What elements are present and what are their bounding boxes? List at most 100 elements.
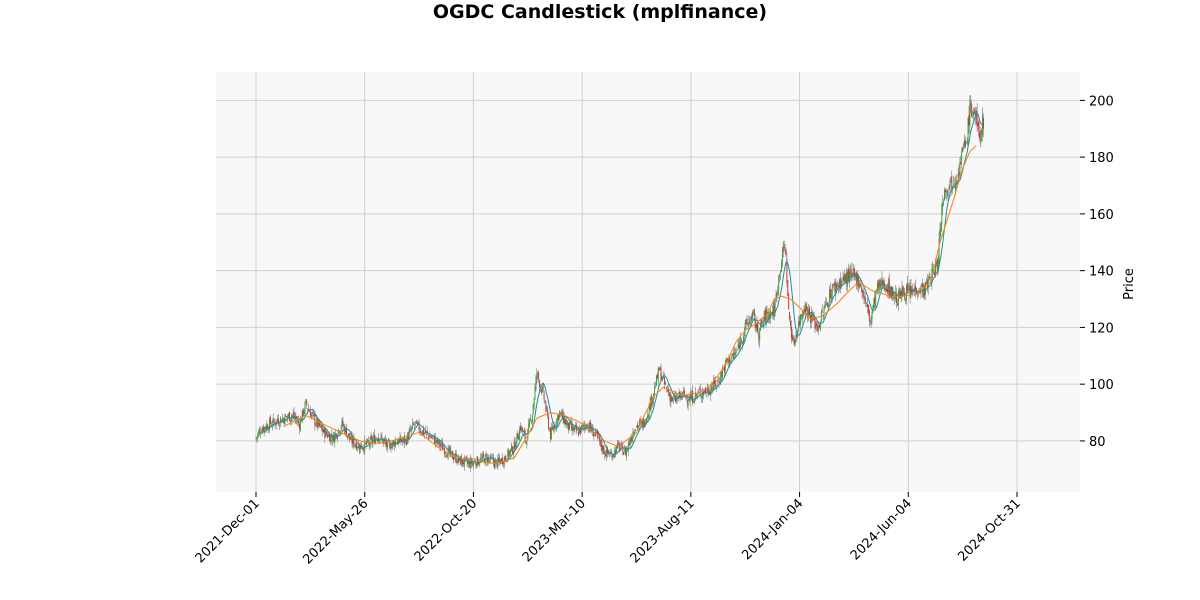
candle-up bbox=[595, 429, 597, 435]
candle-up bbox=[616, 445, 618, 453]
candle-up bbox=[655, 375, 657, 386]
candle-down bbox=[363, 447, 365, 451]
candle-down bbox=[445, 454, 447, 456]
candle-down bbox=[265, 426, 267, 430]
candle-up bbox=[828, 304, 830, 307]
candle-down bbox=[965, 142, 967, 144]
candle-down bbox=[306, 400, 308, 406]
candle-down bbox=[757, 324, 759, 333]
candle-down bbox=[868, 310, 870, 321]
candle-up bbox=[257, 433, 259, 438]
candle-up bbox=[925, 281, 927, 285]
candle-up bbox=[421, 433, 423, 435]
candle-down bbox=[371, 437, 373, 443]
candle-up bbox=[910, 286, 912, 296]
candle-up bbox=[641, 421, 643, 425]
candle-down bbox=[644, 420, 646, 427]
candle-down bbox=[618, 443, 620, 451]
candle-down bbox=[465, 456, 467, 459]
candle-up bbox=[629, 440, 631, 446]
candle-down bbox=[628, 442, 630, 445]
candle-up bbox=[752, 312, 753, 320]
candle-down bbox=[555, 425, 557, 426]
candle-up bbox=[716, 380, 718, 383]
candle-down bbox=[370, 435, 372, 439]
candle-down bbox=[787, 280, 789, 297]
candle-up bbox=[689, 396, 691, 403]
candle-down bbox=[474, 462, 476, 464]
candle-up bbox=[657, 367, 659, 382]
candle-up bbox=[801, 314, 803, 320]
candle-up bbox=[956, 180, 958, 182]
candle-down bbox=[426, 430, 428, 433]
candle-up bbox=[480, 457, 482, 462]
y-tick-label: 120 bbox=[1089, 321, 1114, 336]
candle-down bbox=[711, 386, 713, 390]
candle-down bbox=[707, 386, 709, 394]
candle-up bbox=[784, 247, 786, 248]
candle-up bbox=[947, 192, 949, 197]
candle-up bbox=[263, 426, 265, 433]
candle-up bbox=[698, 390, 700, 392]
candle-up bbox=[701, 395, 703, 399]
candle-up bbox=[818, 326, 820, 331]
candle-down bbox=[492, 457, 494, 463]
candle-up bbox=[410, 429, 412, 431]
candle-down bbox=[543, 391, 545, 400]
candle-up bbox=[646, 415, 648, 419]
candle-up bbox=[380, 435, 382, 437]
candle-down bbox=[766, 308, 768, 315]
candle-down bbox=[420, 431, 422, 433]
candle-down bbox=[456, 462, 458, 463]
candle-up bbox=[950, 177, 952, 180]
candle-up bbox=[940, 223, 942, 232]
candle-up bbox=[901, 287, 903, 297]
candle-down bbox=[331, 440, 333, 442]
candle-up bbox=[662, 376, 664, 380]
candle-down bbox=[686, 400, 688, 403]
candle-down bbox=[458, 458, 460, 462]
candle-up bbox=[829, 290, 830, 302]
candle-down bbox=[968, 114, 970, 126]
candle-up bbox=[724, 361, 726, 371]
candle-up bbox=[969, 99, 971, 126]
candle-up bbox=[411, 426, 413, 430]
candle-down bbox=[435, 440, 437, 443]
candle-down bbox=[649, 402, 651, 410]
candle-up bbox=[325, 430, 327, 438]
candle-up bbox=[290, 416, 292, 421]
candle-down bbox=[576, 425, 578, 432]
candle-down bbox=[753, 309, 755, 317]
candle-up bbox=[291, 415, 293, 417]
candle-down bbox=[342, 420, 344, 426]
candle-up bbox=[838, 279, 840, 288]
candle-up bbox=[392, 440, 394, 446]
candle-down bbox=[924, 285, 926, 296]
candle-down bbox=[886, 286, 887, 292]
candle-down bbox=[907, 289, 909, 290]
candle-down bbox=[852, 270, 854, 271]
candle-up bbox=[272, 417, 274, 424]
candle-up bbox=[587, 425, 589, 429]
candle-up bbox=[285, 415, 287, 417]
candle-up bbox=[702, 392, 704, 399]
candle-up bbox=[737, 345, 739, 348]
candle-up bbox=[953, 184, 955, 185]
candle-down bbox=[811, 313, 813, 321]
candle-down bbox=[542, 386, 544, 390]
candle-down bbox=[389, 443, 391, 450]
candle-up bbox=[942, 203, 944, 207]
candle-up bbox=[751, 316, 753, 321]
candle-up bbox=[355, 445, 357, 447]
candle-up bbox=[643, 420, 645, 427]
candle-up bbox=[674, 395, 675, 398]
candle-down bbox=[776, 292, 778, 297]
candle-up bbox=[299, 419, 301, 431]
candle-up bbox=[745, 319, 747, 325]
candle-up bbox=[728, 356, 730, 363]
candle-down bbox=[286, 416, 288, 418]
candle-up bbox=[518, 437, 520, 441]
candle-down bbox=[525, 440, 527, 442]
candle-up bbox=[777, 289, 779, 295]
candle-down bbox=[530, 421, 532, 422]
